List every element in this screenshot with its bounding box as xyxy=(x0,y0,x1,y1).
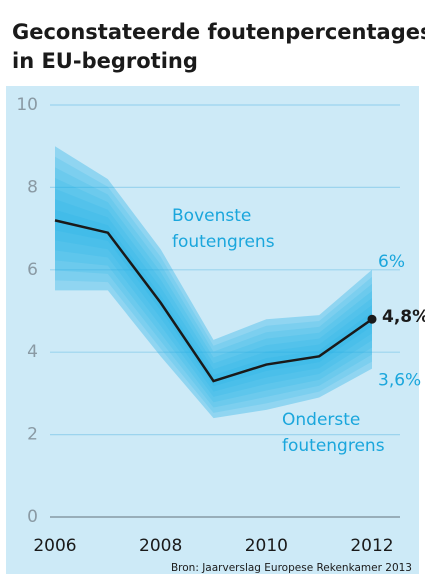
annotation: foutengrens xyxy=(172,232,275,252)
value-label: 6% xyxy=(378,252,405,272)
value-label: 3,6% xyxy=(378,371,421,391)
value-label: 4,8% xyxy=(382,307,425,327)
x-tick-label: 2008 xyxy=(139,536,182,556)
y-tick-label: 8 xyxy=(27,177,38,197)
line xyxy=(54,219,373,383)
error-band xyxy=(55,188,372,397)
y-tick-label: 4 xyxy=(27,342,38,362)
error-band xyxy=(55,156,372,413)
annotation: Bovenste xyxy=(172,206,251,226)
x-tick-label: 2010 xyxy=(245,536,288,556)
annotation: Onderste xyxy=(282,410,360,430)
error-band xyxy=(55,199,372,392)
annotation: foutengrens xyxy=(282,436,385,456)
y-tick-label: 0 xyxy=(27,507,38,527)
end-point xyxy=(367,314,377,324)
y-tick-label: 6 xyxy=(27,260,38,280)
x-tick-label: 2012 xyxy=(350,536,393,556)
y-tick-label: 2 xyxy=(27,425,38,445)
source: Bron: Jaarverslag Europese Rekenkamer 20… xyxy=(171,562,412,574)
plot-background xyxy=(6,86,419,574)
error-band xyxy=(55,177,372,403)
y-tick-label: 10 xyxy=(16,95,38,115)
x-tick-label: 2006 xyxy=(33,536,76,556)
chart-title: Geconstateerde foutenpercentages xyxy=(12,20,425,44)
error-band xyxy=(55,167,372,408)
chart-title: in EU-begroting xyxy=(12,49,198,73)
error-band xyxy=(55,146,372,419)
